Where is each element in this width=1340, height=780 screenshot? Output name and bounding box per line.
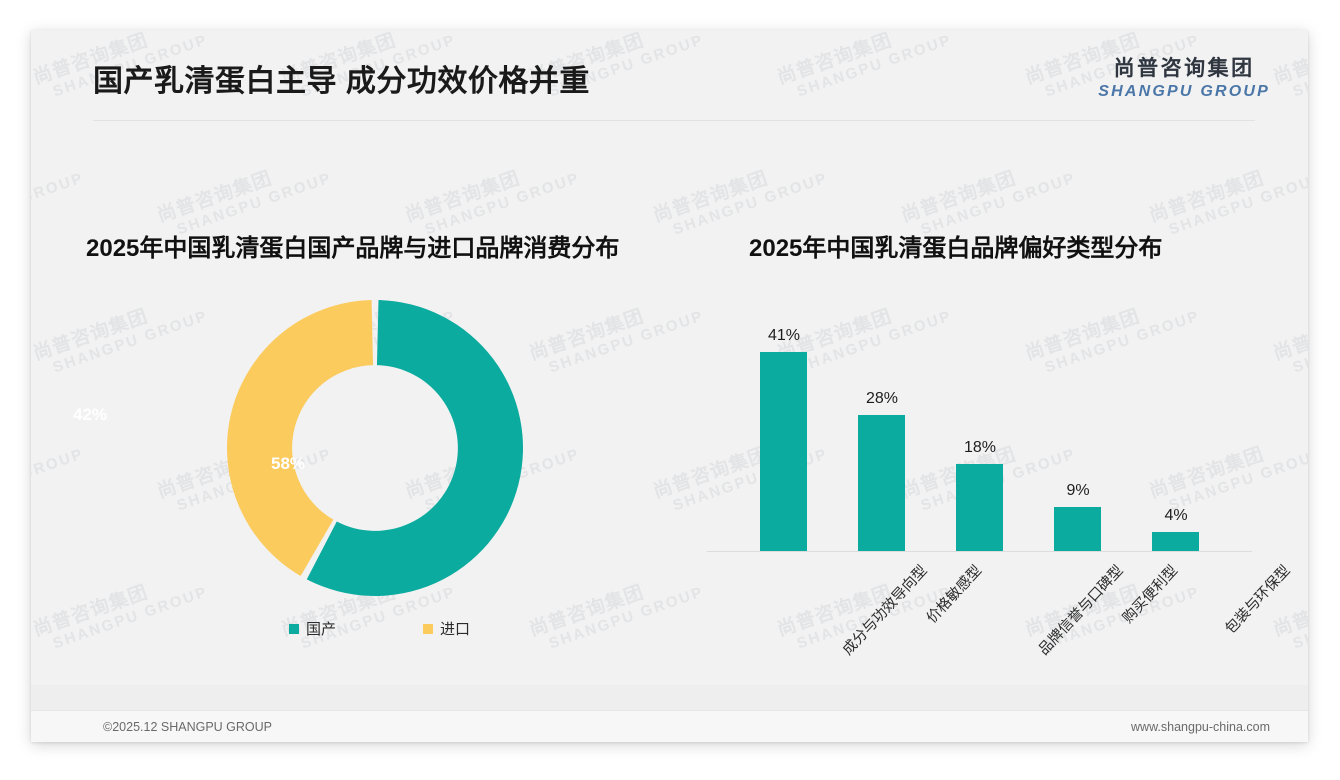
bar-value-label: 9% [1066,482,1090,500]
donut-slice-value-imported: 42% [73,405,108,424]
bar-column[interactable]: 4% [1152,507,1199,551]
brand-logo-cn: 尚普咨询集团 [1113,57,1255,80]
bar-value-label: 41% [767,327,801,345]
page-title: 国产乳清蛋白主导 成分功效价格并重 [93,65,590,98]
bar-rect[interactable] [760,352,807,551]
legend-item-imported[interactable]: 进口 [423,618,470,639]
donut-svg [227,300,523,596]
slide-header: 国产乳清蛋白主导 成分功效价格并重 尚普咨询集团 SHANGPU GROUP [31,30,1308,121]
bar-rect[interactable] [1152,531,1199,551]
donut-slice[interactable] [227,300,374,576]
slide-card: 尚普咨询集团 SHANGPU GROUP 尚普咨询集团 SHANGPU GROUP 尚普… [31,30,1308,742]
brand-logo-en: SHANGPU GROUP [1098,83,1270,100]
bar-category-label: 购买便利型 [1119,562,1182,627]
brand-logo: 尚普咨询集团 SHANGPU GROUP [1098,58,1270,100]
header-divider [93,120,1255,121]
bar-value-label: 4% [1164,506,1188,524]
legend-label: 进口 [440,621,471,638]
bar-category-label: 品牌信誉与口碑型 [1035,562,1127,659]
donut-chart-title: 2025年中国乳清蛋白国产品牌与进口品牌消费分布 [86,235,620,262]
bar-column[interactable]: 18% [956,439,1003,551]
footer-copyright: ©2025.12 SHANGPU GROUP [103,720,272,734]
donut-chart [227,300,523,596]
bar-rect[interactable] [956,463,1003,551]
bar-category-label: 包装与环保型 [1222,562,1294,638]
donut-legend: 国产 进口 [227,618,523,642]
bar-rect[interactable] [858,415,905,551]
bar-value-label: 18% [963,438,997,456]
legend-item-domestic[interactable]: 国产 [289,618,336,639]
bar-chart-title: 2025年中国乳清蛋白品牌偏好类型分布 [749,235,1163,262]
bar-category-label: 价格敏感型 [923,562,986,627]
bar-column[interactable]: 28% [858,390,905,551]
bar-rect[interactable] [1054,507,1101,551]
bar-column[interactable]: 9% [1054,482,1101,551]
legend-label: 国产 [306,621,337,638]
bar-chart: 41% 28% 18% 9% 4% [707,292,1267,552]
bar-value-label: 28% [865,390,899,408]
bar-chart-axis-line [707,551,1252,552]
legend-swatch-icon [289,623,299,634]
footer-website[interactable]: www.shangpu-china.com [1131,720,1270,734]
slide-footer: ©2025.12 SHANGPU GROUP www.shangpu-china… [31,710,1308,742]
bar-chart-category-axis: 成分与功效导向型 价格敏感型 品牌信誉与口碑型 购买便利型 包装与环保型 [707,552,1294,672]
donut-slice[interactable] [306,300,523,596]
donut-slice-value-domestic: 58% [271,454,306,473]
legend-swatch-icon [423,623,433,634]
bar-category-label: 成分与功效导向型 [839,562,931,659]
bar-column[interactable]: 41% [760,327,807,551]
